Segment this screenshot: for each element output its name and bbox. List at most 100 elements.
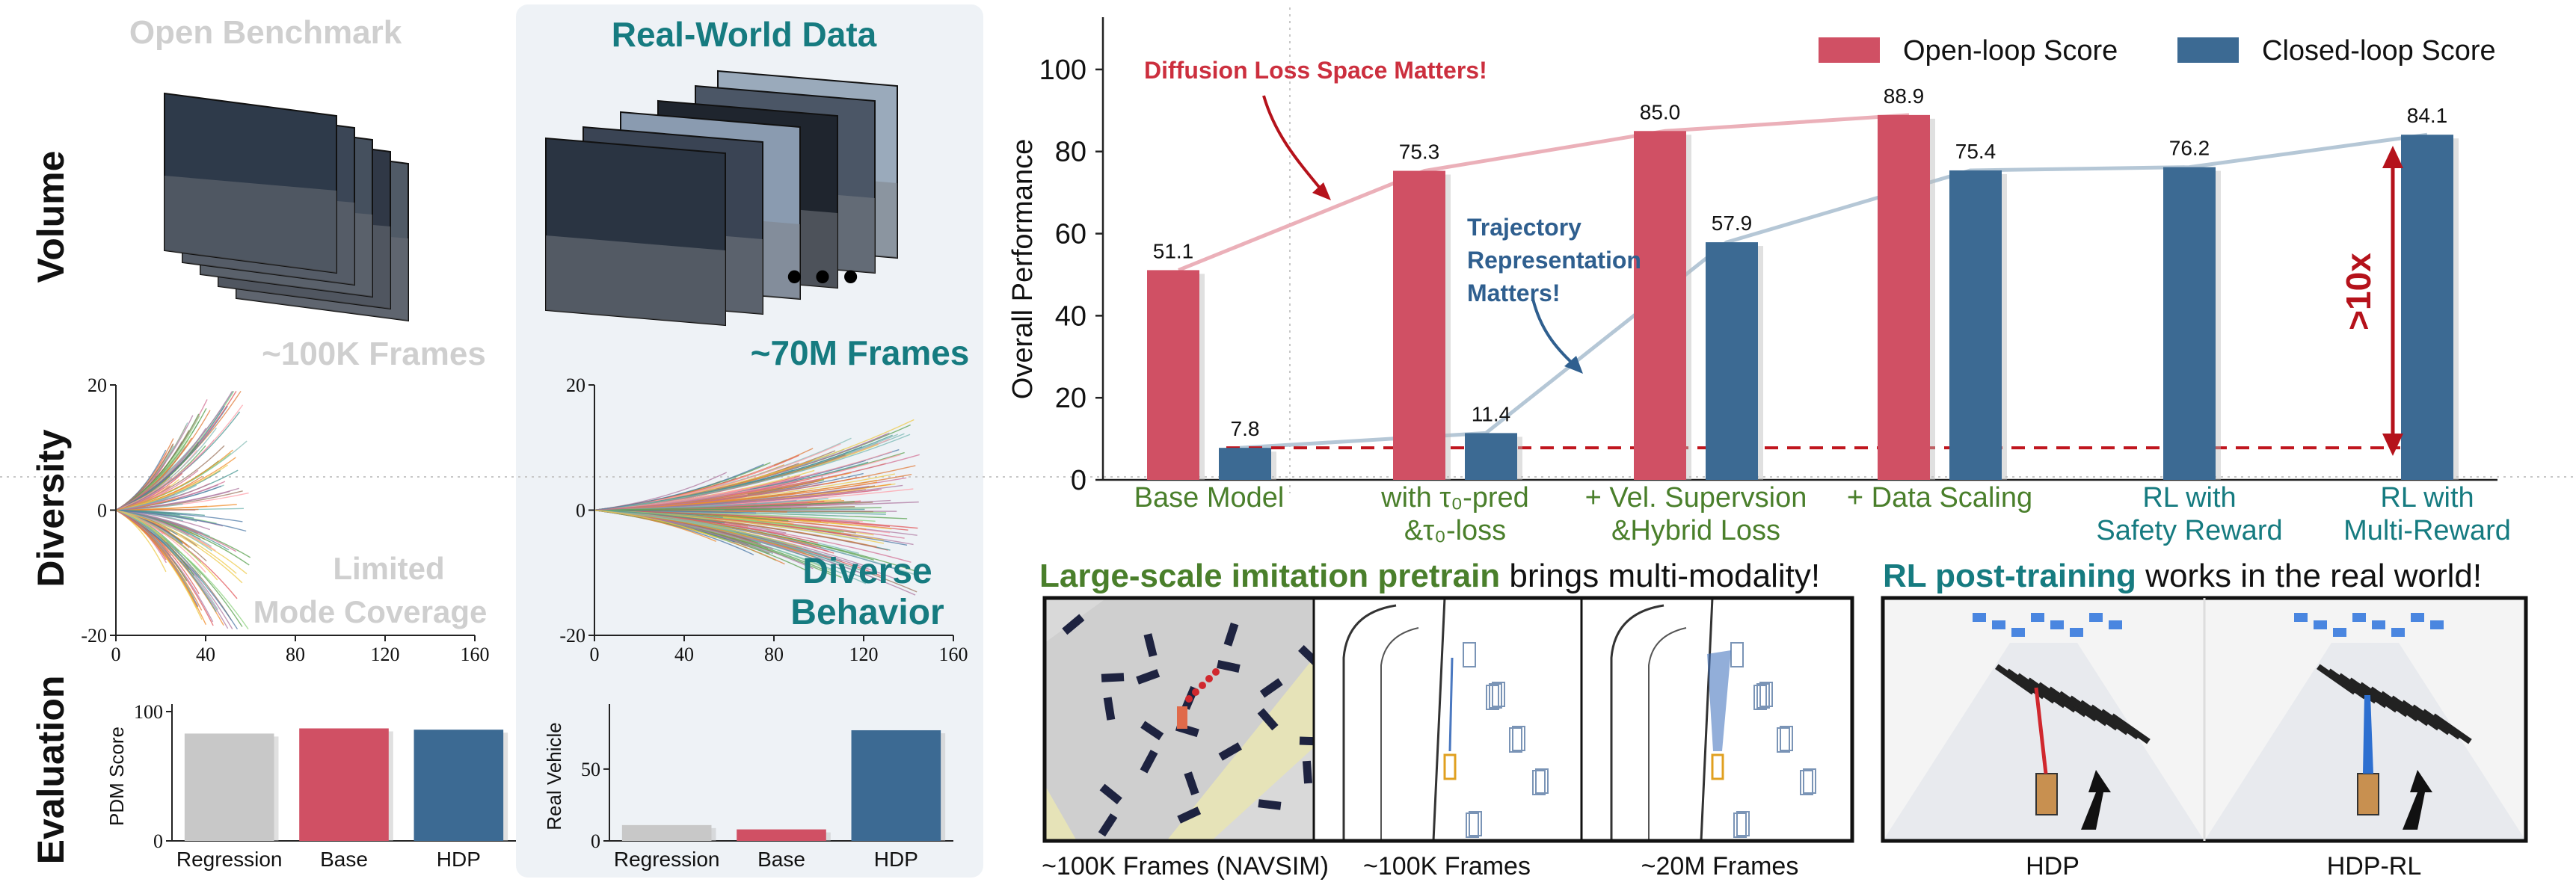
vehicle-box xyxy=(1218,742,1242,761)
hdp-panel xyxy=(1883,598,2204,841)
overall-performance-chart: 0 20 40 60 80 100 Overall Performance 51.1 7.8 Ba… xyxy=(1007,17,2511,546)
trajectory-line xyxy=(115,484,197,511)
y-axis-label: Real Vehicle xyxy=(543,722,565,830)
y-tick-label: 80 xyxy=(1055,137,1086,168)
legend: Open-loop Score Closed-loop Score xyxy=(1819,35,2496,67)
object-box xyxy=(1532,770,1546,795)
crosswalk-stripe xyxy=(2432,713,2472,744)
bar-base xyxy=(299,728,389,841)
trajectory-line xyxy=(115,509,237,574)
category-label: Regression xyxy=(614,848,720,871)
ellipsis-dots: • • • xyxy=(787,251,858,301)
y-tick-label: 40 xyxy=(1055,300,1086,332)
closed-loop-bar xyxy=(2163,167,2216,481)
y-tick-label: 20 xyxy=(1055,383,1086,414)
bar-regression xyxy=(184,733,274,841)
vehicle-box xyxy=(1177,807,1202,824)
vehicle-box xyxy=(1143,633,1158,658)
lane-edge xyxy=(1700,597,1714,842)
pedestrian-marker xyxy=(2294,613,2308,622)
closed-loop-value-label: 11.4 xyxy=(1472,402,1510,425)
frame-card xyxy=(164,92,337,274)
pedestrian-marker xyxy=(1973,613,1986,622)
annotation-diffusion-arrow xyxy=(1262,95,1324,192)
open-loop-bar xyxy=(1634,131,1686,481)
diverse-behavior-line1: Diverse xyxy=(802,552,932,591)
open-loop-trend xyxy=(1178,113,1910,272)
closed-loop-bar xyxy=(1706,242,1758,480)
trajectory-dot xyxy=(1192,688,1199,696)
panel-caption: ~20M Frames xyxy=(1641,852,1799,881)
annotation-diffusion: Diffusion Loss Space Matters! xyxy=(1144,57,1487,84)
object-box xyxy=(1756,683,1770,709)
trajectory-line xyxy=(115,509,247,532)
vehicle-box xyxy=(1140,749,1158,774)
vehicle-box xyxy=(1140,721,1164,741)
rl-heading: RL post-training works in the real world… xyxy=(1883,558,2482,594)
vehicle-box xyxy=(1223,622,1239,647)
open-loop-value-label: 85.0 xyxy=(1640,100,1681,123)
trajectory-line xyxy=(115,509,167,543)
panel-caption: HDP xyxy=(2026,852,2079,881)
frame-stack-large xyxy=(545,70,898,327)
bottom-panels: Large-scale imitation pretrain brings mu… xyxy=(1039,558,2528,881)
navsim-panel xyxy=(1045,598,1323,841)
real-world-title: Real-World Data xyxy=(612,15,877,54)
y-axis-label: Overall Performance xyxy=(1007,139,1039,399)
trajectory-line xyxy=(115,509,207,626)
ego-vehicle xyxy=(1177,706,1187,729)
object-box xyxy=(1777,727,1790,753)
legend-label-open: Open-loop Score xyxy=(1903,35,2118,67)
row-label-diversity: Diversity xyxy=(30,429,72,587)
open-loop-value-label: 75.3 xyxy=(1399,141,1440,164)
trajectory-line xyxy=(594,501,855,511)
frame-card-road xyxy=(165,176,336,273)
annotation-trajectory-arrow xyxy=(1531,298,1576,366)
pedestrian-marker xyxy=(2109,620,2122,629)
object-box xyxy=(1736,811,1750,836)
x-tick-label: 160 xyxy=(939,644,968,665)
y-tick-label: 0 xyxy=(153,830,163,852)
legend-label-closed: Closed-loop Score xyxy=(2262,35,2496,67)
y-tick-label: 60 xyxy=(1055,219,1086,250)
trajectory-dot xyxy=(1212,668,1220,676)
trajectory-line xyxy=(594,509,918,529)
arrow-head xyxy=(1312,182,1331,200)
x-tick-label: 40 xyxy=(196,644,215,665)
closed-loop-bar xyxy=(1219,448,1271,480)
lane-edge xyxy=(1610,604,1664,841)
closed-loop-bar xyxy=(2401,135,2453,480)
annotation-trajectory-line: Representation xyxy=(1467,247,1641,274)
category-label: + Data Scaling xyxy=(1847,482,2032,514)
y-tick-label: 0 xyxy=(1071,465,1086,496)
x-tick-label: 80 xyxy=(286,644,305,665)
x-tick-label: 40 xyxy=(674,644,694,665)
bev-panel-100k xyxy=(1314,597,1581,842)
pedestrian-marker xyxy=(2031,613,2044,622)
y-tick-label: 100 xyxy=(134,701,163,723)
y-tick-label: 0 xyxy=(97,500,107,522)
gain-label: >10x xyxy=(2339,253,2378,330)
y-tick-label: 100 xyxy=(1039,55,1086,86)
arrow-head xyxy=(1564,356,1583,374)
object-box xyxy=(1512,726,1525,751)
diverse-behavior-line2: Behavior xyxy=(790,593,944,632)
panel-caption: ~100K Frames (NAVSIM) xyxy=(1042,852,1329,881)
vehicle-box xyxy=(1259,678,1283,698)
lane-edge xyxy=(1380,627,1419,841)
pedestrian-marker xyxy=(2011,628,2025,637)
object-box xyxy=(1463,642,1476,667)
pdm-score-chart: 0 100 PDM Score Regression Base HDP xyxy=(105,701,516,871)
planned-trajectory xyxy=(2363,695,2373,774)
x-tick-label: 120 xyxy=(371,644,400,665)
x-tick-label: 0 xyxy=(590,644,600,665)
arrow-head xyxy=(2382,434,2403,456)
panel-caption: HDP-RL xyxy=(2327,852,2422,881)
category-label: &Hybrid Loss xyxy=(1611,515,1780,546)
ego-box xyxy=(1443,753,1457,780)
x-tick-label: 80 xyxy=(764,644,784,665)
closed-loop-value-label: 57.9 xyxy=(1712,212,1753,235)
vehicle-box xyxy=(1099,783,1122,805)
